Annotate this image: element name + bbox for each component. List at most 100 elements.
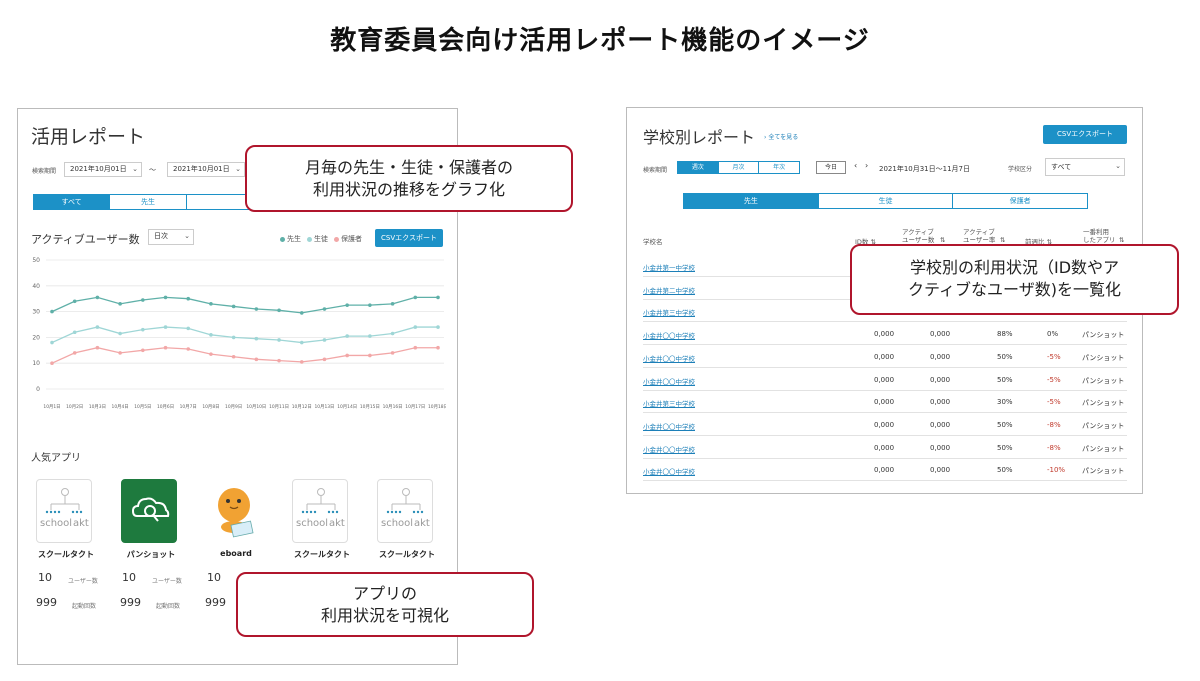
x-tick-label: 10月15日 [360, 404, 380, 410]
school-link[interactable]: 小金井第一中学校 [643, 264, 695, 272]
chart-legend: 先生 生徒 保護者 [280, 234, 362, 244]
app-name: パンショット [126, 550, 176, 559]
app-launches-value: 999 [120, 596, 141, 609]
data-point [72, 299, 77, 304]
column-active-rate[interactable]: アクティブ ユーザー率 [963, 228, 995, 244]
legend-teacher: 先生 [280, 234, 301, 244]
usage-report-title: 活用レポート [31, 126, 146, 148]
x-tick-label: 10月9日 [225, 404, 242, 410]
school-link[interactable]: 小金井〇〇中学校 [643, 332, 695, 341]
id-count-cell: 0,000 [874, 330, 895, 339]
popular-apps-heading: 人気アプリ [31, 453, 81, 464]
data-point [254, 336, 259, 341]
csv-export-button[interactable]: CSVエクスポート [375, 229, 443, 247]
data-point [141, 327, 145, 332]
series-line-2 [51, 347, 438, 364]
school-link[interactable]: 小金井〇〇中学校 [643, 422, 695, 431]
active-users-cell: 0,000 [930, 398, 951, 407]
sort-icon[interactable]: ⇅ [1119, 236, 1125, 244]
role-tabs: すべて 先生 [33, 194, 263, 210]
week-over-week-cell: -5% [1047, 352, 1061, 361]
chart-heading: アクティブユーザー数 [31, 233, 140, 246]
school-type-select[interactable]: すべて ⌄ [1045, 158, 1125, 176]
data-point [50, 309, 54, 314]
app-card[interactable]: school akt スクールタクト [377, 479, 437, 560]
column-label: ID数 [855, 238, 869, 246]
table-row: 小金井第三中学校 [643, 300, 1127, 323]
csv-export-button[interactable]: CSVエクスポート [1043, 125, 1127, 144]
tab-student[interactable]: 生徒 [818, 194, 954, 208]
school-type-value: すべて [1051, 163, 1072, 171]
school-link[interactable]: 小金井第三中学校 [643, 309, 695, 318]
x-tick-label: 10月7日 [180, 404, 197, 410]
today-button[interactable]: 今日 [816, 161, 846, 174]
data-point [163, 325, 168, 329]
y-tick-label: 50 [32, 257, 40, 264]
school-takt-icon: school akt [292, 479, 348, 543]
y-tick-label: 10 [32, 360, 40, 367]
date-from-select[interactable]: 2021年10月01日 ⌄ [64, 162, 142, 177]
next-arrow-icon[interactable]: › [865, 161, 869, 170]
data-point [277, 338, 281, 342]
tab-monthly[interactable]: 月次 [718, 162, 760, 173]
school-link[interactable]: 小金井〇〇中学校 [643, 354, 695, 363]
tab-teacher[interactable]: 先生 [110, 195, 187, 209]
x-tick-label: 10月5日 [134, 404, 151, 410]
data-point [231, 335, 236, 340]
view-all-label: 全てを見る [768, 134, 799, 141]
column-week-over-week[interactable]: 前週比 ⇅ [1025, 236, 1052, 246]
column-id-count[interactable]: ID数 ⇅ [855, 236, 876, 246]
active-users-cell: 0,000 [930, 330, 951, 339]
tab-all[interactable]: すべて [34, 195, 111, 209]
school-link[interactable]: 小金井〇〇中学校 [643, 468, 695, 477]
school-link[interactable]: 小金井〇〇中学校 [643, 445, 695, 454]
app-card[interactable]: school akt スクールタクト [36, 479, 96, 560]
app-users-value: 10 [207, 571, 221, 584]
active-rate-cell: 50% [997, 352, 1013, 361]
app-card[interactable]: eboard [206, 479, 266, 558]
school-report-title: 学校別レポート [643, 128, 756, 147]
date-from-value: 2021年10月01日 [70, 165, 127, 173]
column-active-users[interactable]: アクティブ ユーザー数 [902, 228, 934, 244]
svg-text:school: school [381, 518, 413, 529]
week-over-week-cell: 0% [1047, 330, 1059, 339]
range-tilde: 〜 [149, 166, 156, 174]
sort-icon[interactable]: ⇅ [1000, 236, 1006, 244]
legend-label: 生徒 [314, 235, 328, 243]
prev-arrow-icon[interactable]: ‹ [854, 161, 858, 170]
data-point [413, 295, 418, 300]
data-point [209, 333, 213, 337]
tab-other[interactable] [186, 195, 262, 209]
app-card[interactable]: school akt スクールタクト [292, 479, 352, 560]
column-top-app[interactable]: 一番利用 したアプリ [1083, 228, 1116, 244]
table-row: 小金井〇〇中学校 0,000 0,000 50% -5% パンショット [643, 346, 1127, 368]
week-over-week-cell: -10% [1047, 466, 1066, 475]
data-point [299, 340, 304, 345]
active-rate-cell: 50% [997, 420, 1013, 429]
column-label: 一番利用 したアプリ [1083, 228, 1116, 244]
school-link[interactable]: 小金井〇〇中学校 [643, 377, 695, 386]
school-takt-icon: school akt [377, 479, 433, 543]
x-tick-label: 10月6日 [157, 404, 174, 410]
school-link[interactable]: 小金井第二中学校 [643, 286, 695, 295]
view-all-link[interactable]: › 全てを見る [764, 134, 799, 141]
x-tick-label: 10月4日 [112, 404, 129, 410]
tab-teacher[interactable]: 先生 [684, 194, 819, 208]
x-tick-label: 10月3日 [89, 404, 106, 410]
data-point [299, 311, 304, 315]
school-takt-icon: school akt [36, 479, 92, 543]
data-point [72, 351, 77, 355]
tab-yearly[interactable]: 年次 [759, 162, 800, 173]
app-card[interactable]: パンショット [121, 479, 181, 560]
active-users-cell: 0,000 [930, 352, 951, 361]
date-to-select[interactable]: 2021年10月01日 ⌄ [167, 162, 245, 177]
y-tick-label: 30 [32, 309, 40, 316]
sort-icon[interactable]: ⇅ [940, 236, 946, 244]
tab-weekly[interactable]: 週次 [678, 162, 719, 173]
tab-parent[interactable]: 保護者 [953, 194, 1088, 208]
app-name: スクールタクト [38, 550, 94, 559]
app-name: スクールタクト [379, 550, 435, 559]
data-point [277, 308, 281, 313]
school-link[interactable]: 小金井第三中学校 [643, 400, 695, 409]
period-select[interactable]: 日次 ⌄ [148, 229, 194, 245]
